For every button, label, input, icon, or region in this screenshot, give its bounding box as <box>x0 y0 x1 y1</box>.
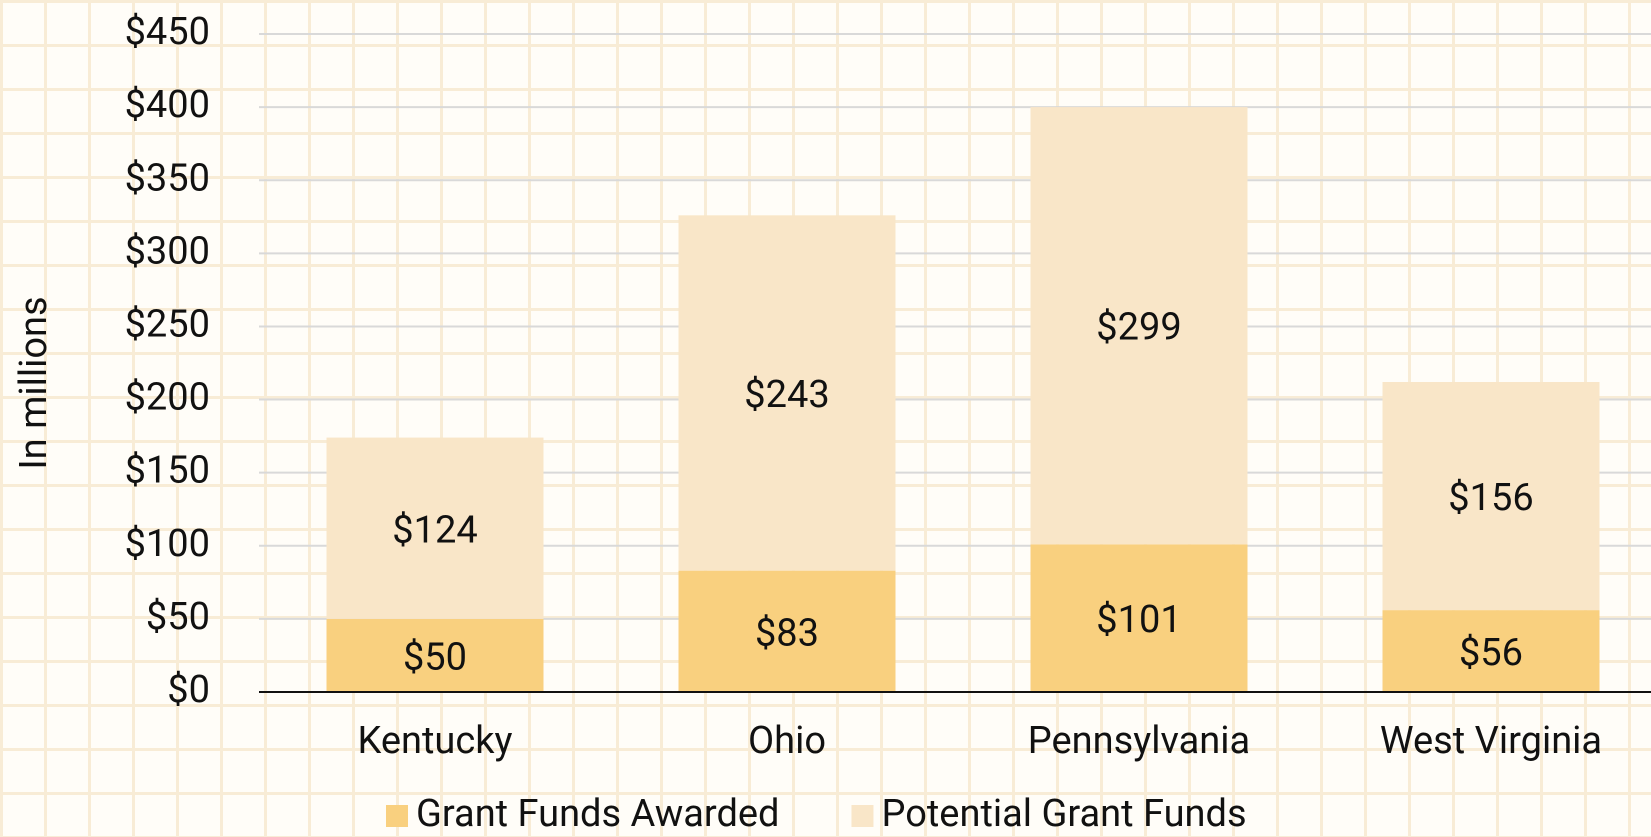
value-label: $243 <box>744 373 829 417</box>
y-tick-label: $300 <box>125 229 210 273</box>
x-tick-label: Kentucky <box>357 719 512 763</box>
x-tick-label: Pennsylvania <box>1028 719 1250 763</box>
value-label: $156 <box>1448 476 1533 520</box>
value-label: $50 <box>403 635 467 679</box>
y-tick-label: $150 <box>125 449 210 493</box>
y-tick-label: $350 <box>125 156 210 200</box>
y-tick-label: $450 <box>125 10 210 54</box>
y-tick-label: $250 <box>125 302 210 346</box>
legend-swatch <box>851 805 873 827</box>
y-tick-label: $0 <box>167 668 210 712</box>
legend-label: Potential Grant Funds <box>881 792 1246 836</box>
value-label: $101 <box>1096 598 1181 642</box>
page: In millions $0 $50 $100 $150 $200 $250 $300 $35… <box>0 0 1651 837</box>
y-tick-label: $50 <box>146 595 210 639</box>
legend-swatch <box>386 805 408 827</box>
value-label: $56 <box>1459 631 1523 675</box>
chart: In millions $0 $50 $100 $150 $200 $250 $300 $35… <box>0 0 1651 837</box>
y-axis-label: In millions <box>12 296 56 469</box>
value-label: $124 <box>392 508 477 552</box>
value-label: $83 <box>755 611 819 655</box>
y-tick-label: $100 <box>125 522 210 566</box>
x-tick-label: Ohio <box>748 719 826 763</box>
legend-label: Grant Funds Awarded <box>416 792 779 836</box>
y-tick-label: $200 <box>125 376 210 420</box>
value-label: $299 <box>1096 306 1181 350</box>
x-tick-label: West Virginia <box>1380 719 1602 763</box>
y-tick-label: $400 <box>125 83 210 127</box>
